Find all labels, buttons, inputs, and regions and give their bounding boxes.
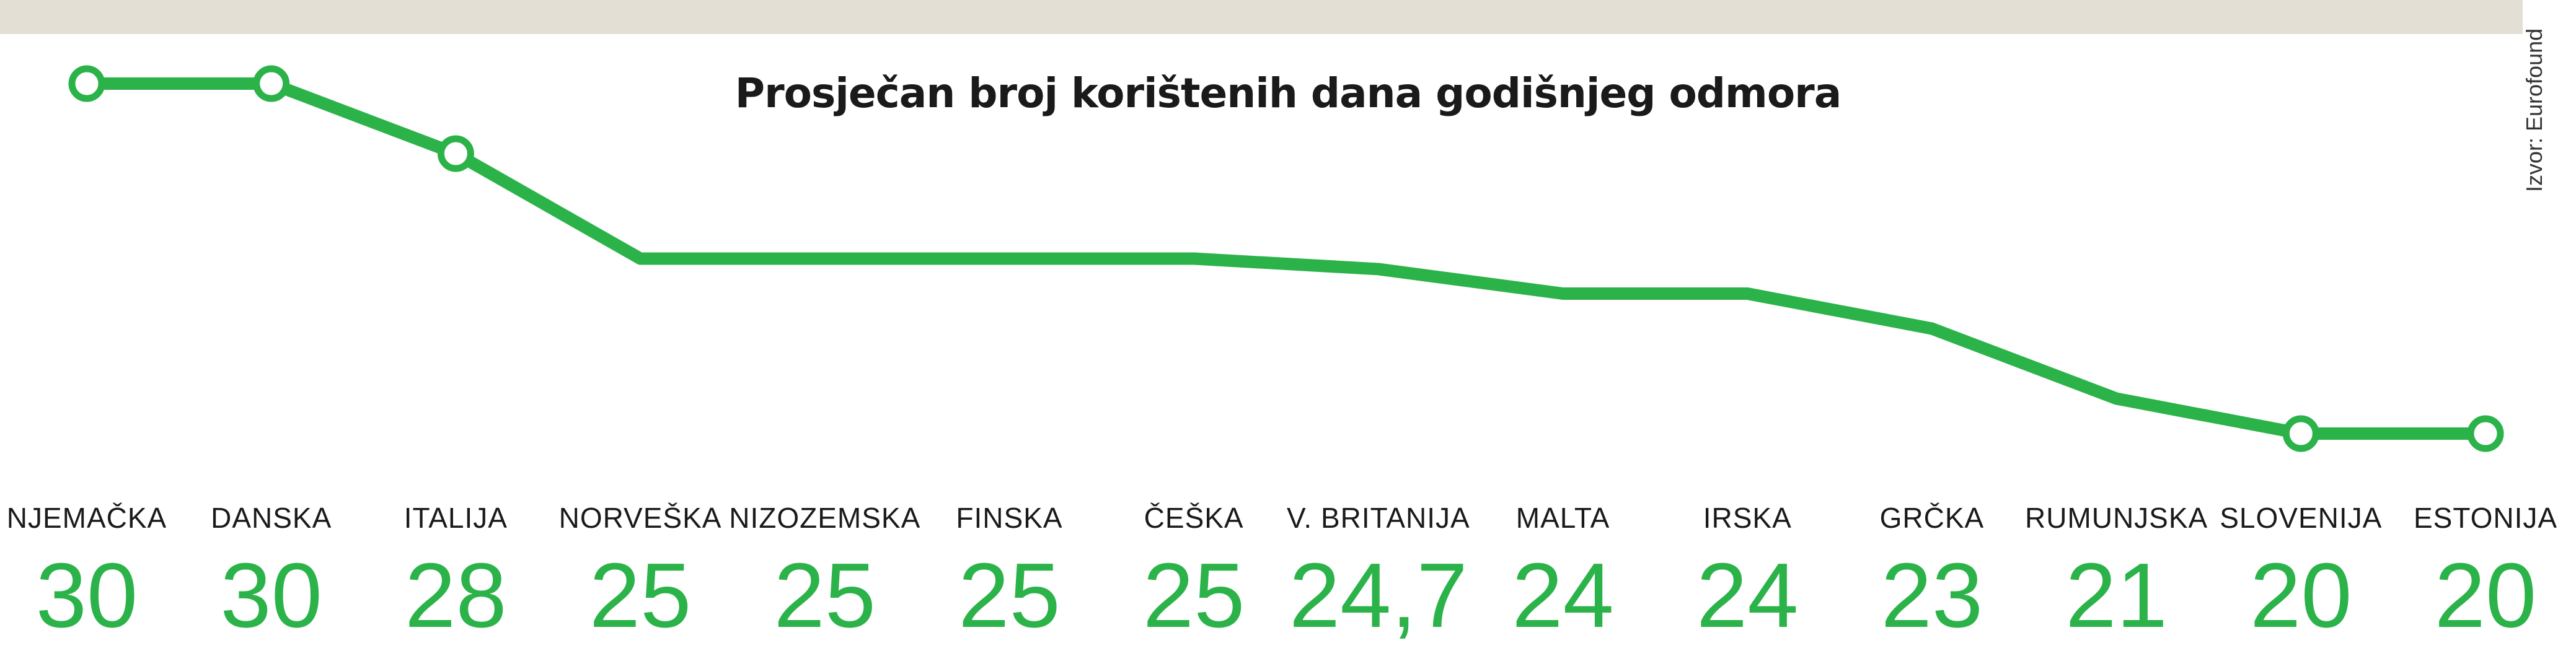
category-label: V. BRITANIJA: [1287, 502, 1470, 534]
value-label: 25: [1143, 544, 1245, 647]
chart-title: Prosječan broj korištenih dana godišnjeg…: [734, 69, 1842, 117]
value-label: 21: [2065, 544, 2168, 647]
category-label: NORVEŠKA: [559, 502, 722, 534]
data-point-marker: [68, 65, 105, 102]
value-label: 24,7: [1289, 544, 1468, 647]
category-label: ITALIJA: [404, 502, 508, 534]
value-label: 25: [589, 544, 692, 647]
value-label: 20: [2250, 544, 2352, 647]
category-label: FINSKA: [956, 502, 1062, 534]
series-line: [81, 77, 2492, 440]
category-label: NIZOZEMSKA: [729, 502, 920, 534]
value-label: 25: [774, 544, 876, 647]
value-label: 23: [1881, 544, 1983, 647]
category-label: DANSKA: [211, 502, 332, 534]
top-band: [0, 0, 2523, 34]
value-label: 30: [36, 544, 138, 647]
value-label: 20: [2435, 544, 2537, 647]
value-label: 28: [405, 544, 507, 647]
category-label: SLOVENIJA: [2220, 502, 2382, 534]
category-label: ESTONIJA: [2414, 502, 2557, 534]
data-point-marker: [437, 135, 474, 172]
value-label: 25: [958, 544, 1061, 647]
category-label: IRSKA: [1703, 502, 1792, 534]
category-label: GRČKA: [1880, 502, 1985, 534]
category-label: ČEŠKA: [1144, 502, 1244, 534]
data-point-marker: [2467, 415, 2504, 452]
value-label: 24: [1512, 544, 1614, 647]
category-label: MALTA: [1516, 502, 1610, 534]
category-label: RUMUNJSKA: [2025, 502, 2208, 534]
value-label: 24: [1696, 544, 1799, 647]
value-label: 30: [220, 544, 322, 647]
category-label: NJEMAČKA: [7, 502, 167, 534]
data-point-marker: [253, 65, 290, 102]
data-point-marker: [2282, 415, 2319, 452]
